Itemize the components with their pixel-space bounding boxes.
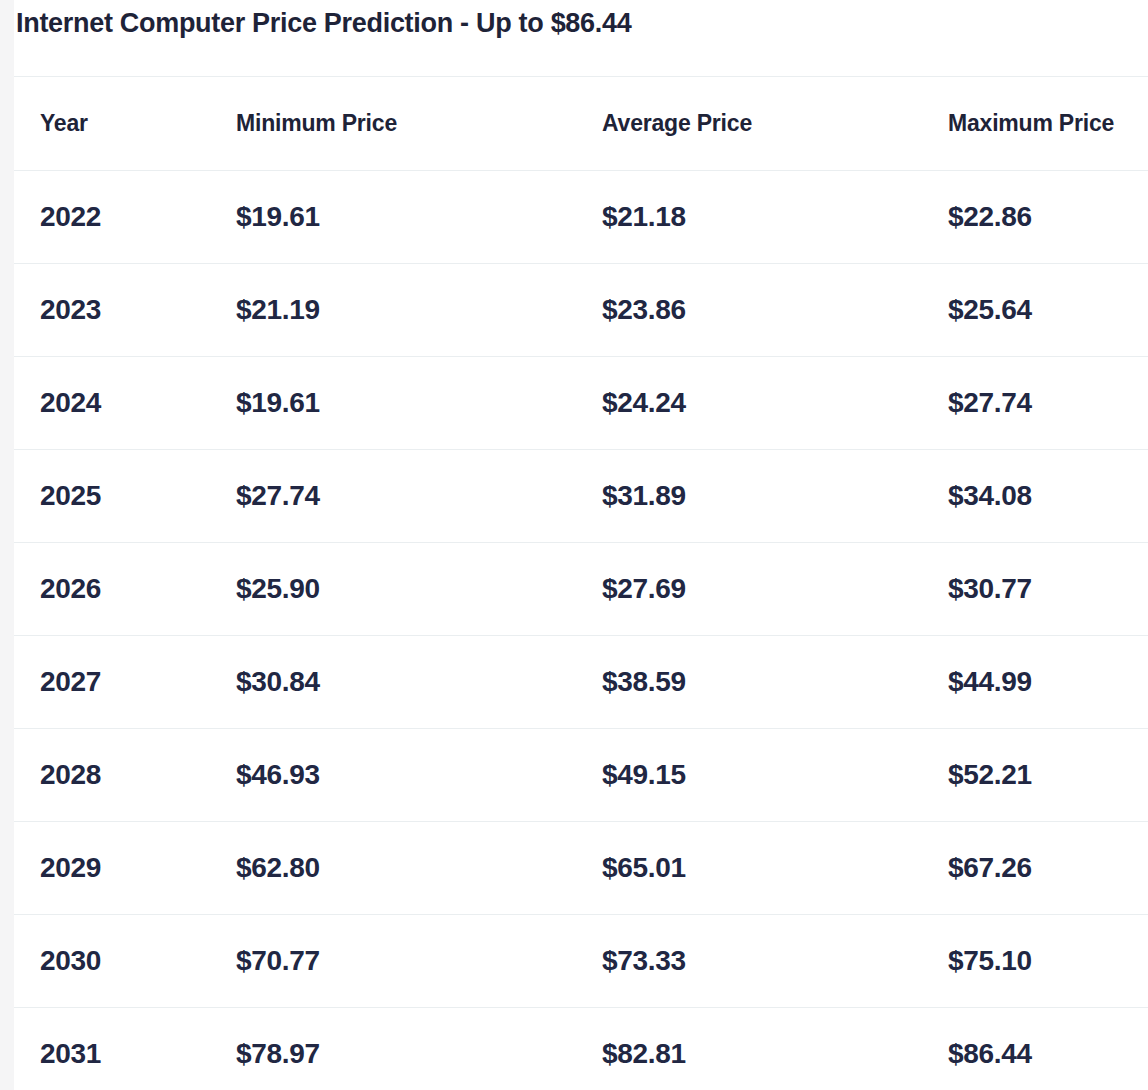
year-cell: 2022 xyxy=(14,171,210,264)
table-row: 2030 $70.77 $73.33 $75.10 xyxy=(14,915,1148,1008)
year-cell: 2031 xyxy=(14,1008,210,1090)
price-prediction-table: Year Minimum Price Average Price Maximum… xyxy=(14,77,1148,1090)
min-price-cell: $19.61 xyxy=(210,171,576,264)
year-cell: 2025 xyxy=(14,450,210,543)
column-header-minimum-price: Minimum Price xyxy=(210,77,576,171)
min-price-cell: $21.19 xyxy=(210,264,576,357)
table-row: 2028 $46.93 $49.15 $52.21 xyxy=(14,729,1148,822)
min-price-cell: $27.74 xyxy=(210,450,576,543)
min-price-cell: $25.90 xyxy=(210,543,576,636)
min-price-cell: $78.97 xyxy=(210,1008,576,1090)
table-row: 2022 $19.61 $21.18 $22.86 xyxy=(14,171,1148,264)
max-price-cell: $67.26 xyxy=(922,822,1148,915)
avg-price-cell: $31.89 xyxy=(576,450,922,543)
table-row: 2027 $30.84 $38.59 $44.99 xyxy=(14,636,1148,729)
max-price-cell: $75.10 xyxy=(922,915,1148,1008)
avg-price-cell: $23.86 xyxy=(576,264,922,357)
avg-price-cell: $49.15 xyxy=(576,729,922,822)
avg-price-cell: $24.24 xyxy=(576,357,922,450)
max-price-cell: $25.64 xyxy=(922,264,1148,357)
max-price-cell: $52.21 xyxy=(922,729,1148,822)
column-header-average-price: Average Price xyxy=(576,77,922,171)
min-price-cell: $19.61 xyxy=(210,357,576,450)
min-price-cell: $30.84 xyxy=(210,636,576,729)
year-cell: 2023 xyxy=(14,264,210,357)
year-cell: 2027 xyxy=(14,636,210,729)
max-price-cell: $22.86 xyxy=(922,171,1148,264)
max-price-cell: $27.74 xyxy=(922,357,1148,450)
avg-price-cell: $73.33 xyxy=(576,915,922,1008)
avg-price-cell: $65.01 xyxy=(576,822,922,915)
avg-price-cell: $27.69 xyxy=(576,543,922,636)
content-card: Internet Computer Price Prediction - Up … xyxy=(14,0,1148,1090)
table-row: 2023 $21.19 $23.86 $25.64 xyxy=(14,264,1148,357)
year-cell: 2030 xyxy=(14,915,210,1008)
table-row: 2024 $19.61 $24.24 $27.74 xyxy=(14,357,1148,450)
avg-price-cell: $38.59 xyxy=(576,636,922,729)
avg-price-cell: $21.18 xyxy=(576,171,922,264)
column-header-maximum-price: Maximum Price xyxy=(922,77,1148,171)
table-row: 2026 $25.90 $27.69 $30.77 xyxy=(14,543,1148,636)
year-cell: 2029 xyxy=(14,822,210,915)
min-price-cell: $62.80 xyxy=(210,822,576,915)
page-title: Internet Computer Price Prediction - Up … xyxy=(16,8,1148,38)
table-header-row: Year Minimum Price Average Price Maximum… xyxy=(14,77,1148,171)
column-header-year: Year xyxy=(14,77,210,171)
title-section: Internet Computer Price Prediction - Up … xyxy=(14,0,1148,77)
avg-price-cell: $82.81 xyxy=(576,1008,922,1090)
year-cell: 2024 xyxy=(14,357,210,450)
max-price-cell: $30.77 xyxy=(922,543,1148,636)
table-row: 2031 $78.97 $82.81 $86.44 xyxy=(14,1008,1148,1090)
max-price-cell: $34.08 xyxy=(922,450,1148,543)
table-row: 2025 $27.74 $31.89 $34.08 xyxy=(14,450,1148,543)
max-price-cell: $86.44 xyxy=(922,1008,1148,1090)
table-row: 2029 $62.80 $65.01 $67.26 xyxy=(14,822,1148,915)
max-price-cell: $44.99 xyxy=(922,636,1148,729)
min-price-cell: $46.93 xyxy=(210,729,576,822)
min-price-cell: $70.77 xyxy=(210,915,576,1008)
year-cell: 2026 xyxy=(14,543,210,636)
year-cell: 2028 xyxy=(14,729,210,822)
